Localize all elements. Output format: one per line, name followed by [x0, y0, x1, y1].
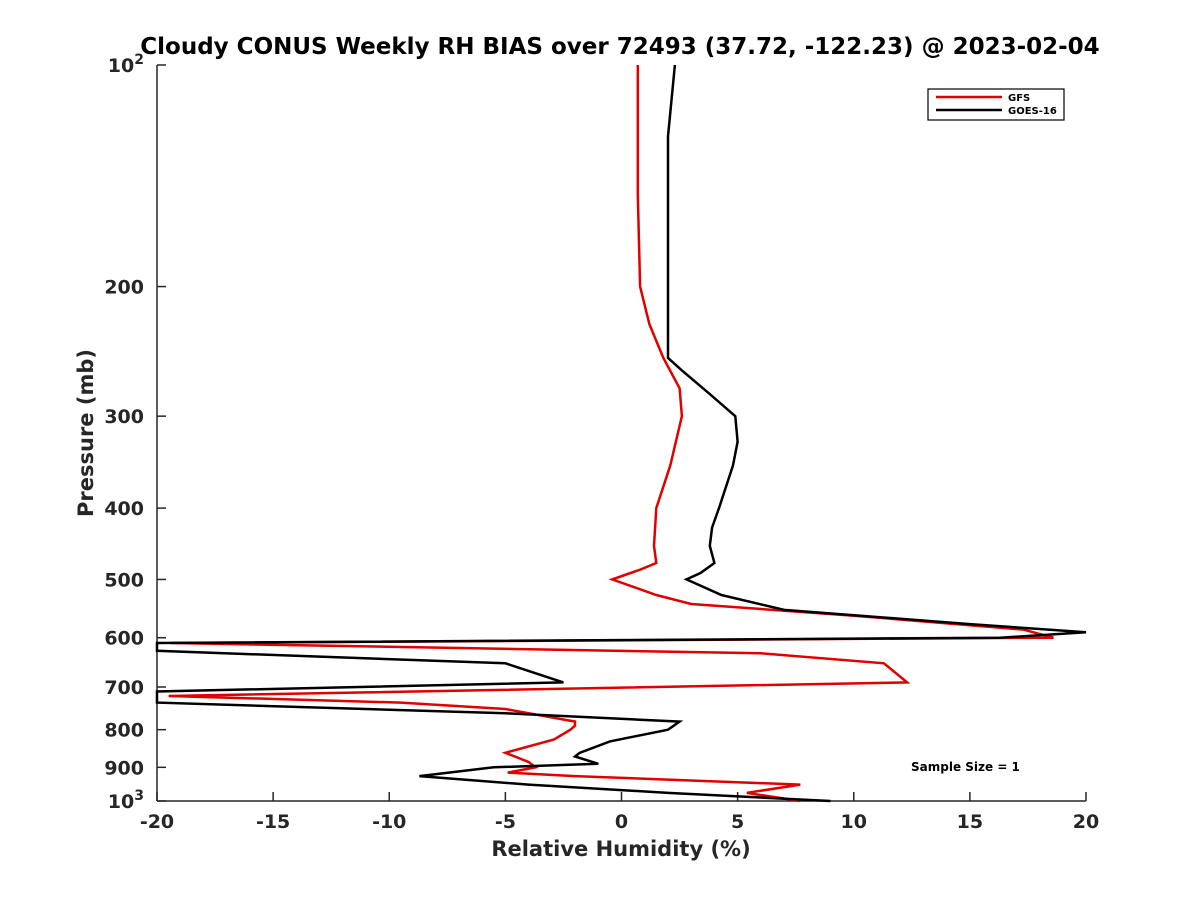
- y-tick-label: 200: [104, 277, 144, 299]
- y-tick-label: 800: [104, 720, 144, 742]
- x-tick-label: 15: [957, 811, 983, 833]
- legend-box: [927, 88, 1065, 121]
- x-tick-label: -20: [140, 811, 174, 833]
- x-tick-label: 0: [615, 811, 628, 833]
- y-tick-label: 700: [104, 677, 144, 699]
- x-axis-label: Relative Humidity (%): [491, 837, 750, 861]
- series-line-gfs: [168, 65, 1054, 803]
- series-layer: [155, 64, 1087, 803]
- chart-title: Cloudy CONUS Weekly RH BIAS over 72493 (…: [140, 34, 1099, 60]
- y-tick-label: 300: [104, 406, 144, 428]
- y-tick-label: 500: [104, 569, 144, 591]
- y-axis-label: Pressure (mb): [74, 349, 98, 517]
- legend: GFS GOES-16: [927, 88, 1065, 121]
- y-tick-label: 103: [108, 788, 144, 813]
- x-tick-label: -5: [495, 811, 516, 833]
- series-line-goes16: [155, 64, 1087, 803]
- x-ticks: -20 -15 -10 -5 0 5 10 15 20: [140, 792, 1099, 833]
- y-ticks: 102 200 300 400 500 600 700 800 900 103: [104, 52, 166, 813]
- sample-size-annotation: Sample Size = 1: [911, 760, 1020, 774]
- x-tick-label: -15: [256, 811, 290, 833]
- x-tick-label: 10: [841, 811, 867, 833]
- x-tick-label: 20: [1073, 811, 1099, 833]
- legend-label-gfs: GFS: [1008, 93, 1030, 104]
- legend-label-goes16: GOES-16: [1008, 106, 1057, 117]
- x-tick-label: 5: [731, 811, 744, 833]
- y-tick-label: 600: [104, 628, 144, 650]
- y-tick-label: 900: [104, 757, 144, 779]
- plot-frame: [156, 65, 1086, 802]
- y-tick-label: 102: [108, 52, 144, 77]
- x-tick-label: -10: [372, 811, 406, 833]
- y-tick-label: 400: [104, 498, 144, 520]
